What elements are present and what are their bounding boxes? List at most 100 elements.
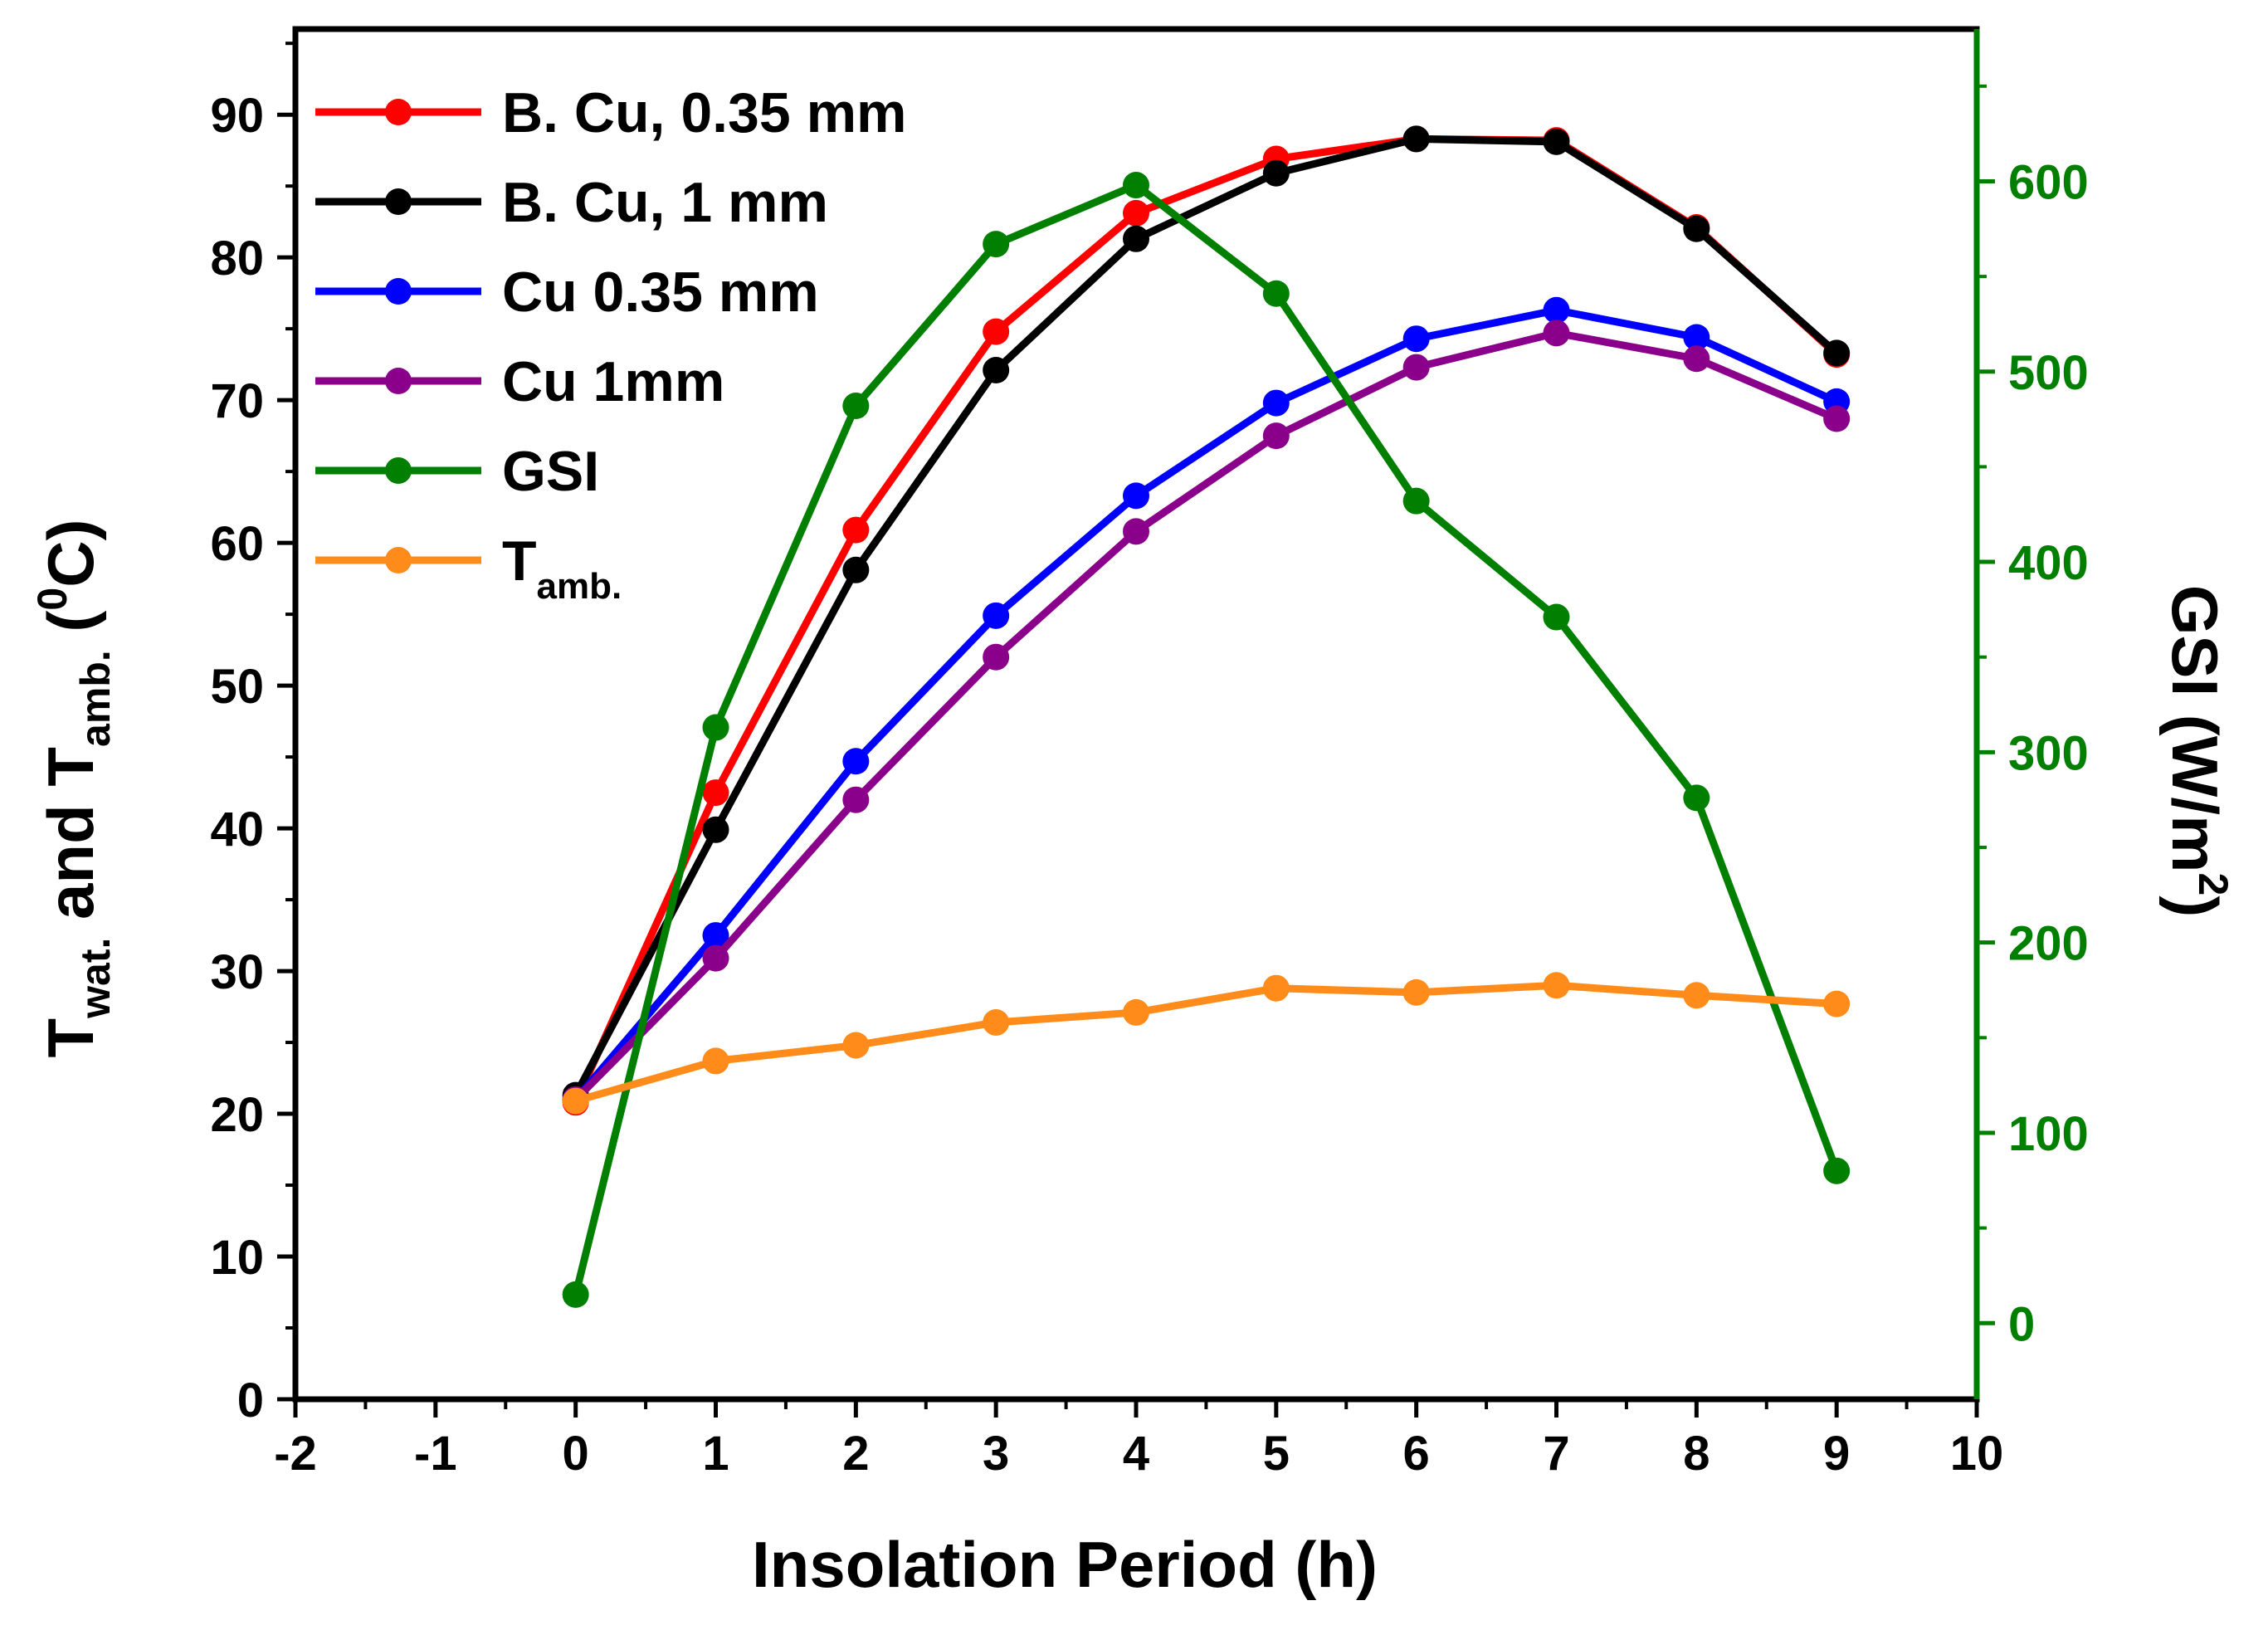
data-point [702,1047,729,1075]
y-tick-label: 40 [210,803,264,856]
y2-tick-label: 400 [2008,536,2089,590]
y-tick-label: 60 [210,517,264,571]
x-tick-label: 8 [1683,1427,1710,1481]
series-line [573,329,1838,1103]
data-point [1823,339,1851,367]
legend-item: Tamb. [315,529,622,607]
legend-label: Cu 0.35 mm [502,261,819,324]
legend-item: Cu 0.35 mm [315,261,819,324]
data-point [1543,128,1570,155]
x-tick-label: 10 [1950,1427,2004,1481]
x-tick-label: 4 [1123,1427,1149,1481]
legend-label-main: B. Cu, 1 mm [502,171,828,234]
data-point [842,516,870,544]
legend-item: Cu 1mm [315,350,724,413]
data-point [1823,990,1851,1017]
y-tick-label: 20 [210,1088,264,1142]
data-point [1402,487,1430,515]
data-point [1402,978,1430,1006]
y-axis-title-part: ( [34,611,107,651]
data-point [1262,422,1290,450]
series-line [572,181,1841,1296]
data-point [1823,405,1851,432]
data-point [983,643,1010,671]
data-point [1683,784,1710,812]
y-axis-title-part: T [34,1018,107,1058]
data-point [1402,325,1430,353]
legend-swatch-marker [385,188,412,215]
legend-item: B. Cu, 1 mm [315,171,828,234]
series-line [572,134,1840,1097]
y-tick-label: 10 [210,1231,264,1285]
legend-label: GSI [502,440,599,503]
data-point [702,714,729,741]
data-point [702,944,729,972]
y-axis-title-sup: 0 [29,588,76,611]
legend-swatch-marker [385,457,412,484]
x-tick-label: -2 [274,1427,317,1481]
series-group [562,320,1851,1113]
data-point [1262,280,1290,307]
data-point [842,1032,870,1059]
legend-label-main: B. Cu, 0.35 mm [502,81,907,144]
data-point [983,231,1010,258]
legend-label-main: Cu 1mm [502,350,724,413]
y-axis-title-sub: amb. [72,650,119,747]
data-point [1683,324,1710,351]
legend-swatch-marker [385,99,412,125]
y-axis-title-sub: wat. [72,938,119,1019]
y2-tick-label: 300 [2008,726,2089,780]
y-axis-title-part: C) [34,519,107,587]
x-tick-label: 5 [1263,1427,1290,1481]
x-tick-label: 6 [1403,1427,1430,1481]
legend-swatch-marker [385,278,412,305]
data-point [1262,159,1290,187]
y2-axis-title-sup: 2 [2190,872,2236,895]
y2-axis-title-part: ) [2158,895,2231,917]
x-tick-label: -1 [414,1427,457,1481]
legend-label-main: GSI [502,440,599,503]
legend-label: Cu 1mm [502,350,724,413]
y2-tick-label: 100 [2008,1107,2089,1161]
legend: B. Cu, 0.35 mm B. Cu, 1 mm Cu 0.35 mm Cu 1m… [315,81,907,607]
legend-label-main: Cu 0.35 mm [502,261,819,324]
y-tick-label: 30 [210,945,264,999]
y2-tick-label: 500 [2008,346,2089,400]
series-group [562,125,1851,1109]
data-point [1123,225,1149,252]
y2-tick-label: 0 [2008,1297,2035,1351]
y-axis-title: Twat. and Tamb. (0C) [29,519,119,1057]
data-point [1402,354,1430,381]
tick-labels: -2 -1 0 1 2 3 4 5 6 7 8 9 10010203040506070809001002… [210,89,2088,1481]
data-point [562,1087,589,1115]
data-point [1543,972,1570,999]
legend-label-sub: amb. [537,566,622,607]
data-point [842,556,870,583]
data-point [1123,199,1149,227]
data-point [842,748,870,775]
data-point [983,357,1010,384]
data-point [842,393,870,420]
data-point [1543,603,1570,631]
legend-label: Tamb. [502,529,622,607]
y-axis-title-part: and T [34,747,107,938]
y-tick-label: 0 [237,1374,264,1427]
data-point [1262,974,1290,1002]
data-point [1262,389,1290,417]
x-tick-label: 3 [983,1427,1009,1481]
y2-tick-label: 600 [2008,155,2089,209]
y2-axis-title: GSI (W/m2) [2158,585,2236,917]
x-axis-title: Insolation Period (h) [752,1528,1378,1601]
data-point [1543,320,1570,347]
data-point [842,786,870,813]
series-line [574,981,1837,1105]
data-point [1123,482,1149,510]
data-point [983,1008,1010,1036]
data-point [1683,345,1710,373]
data-point [983,318,1010,345]
x-tick-label: 9 [1823,1427,1850,1481]
data-point [1123,172,1149,199]
legend-item: GSI [315,440,599,503]
data-point [1823,1157,1851,1184]
data-point [983,602,1010,629]
